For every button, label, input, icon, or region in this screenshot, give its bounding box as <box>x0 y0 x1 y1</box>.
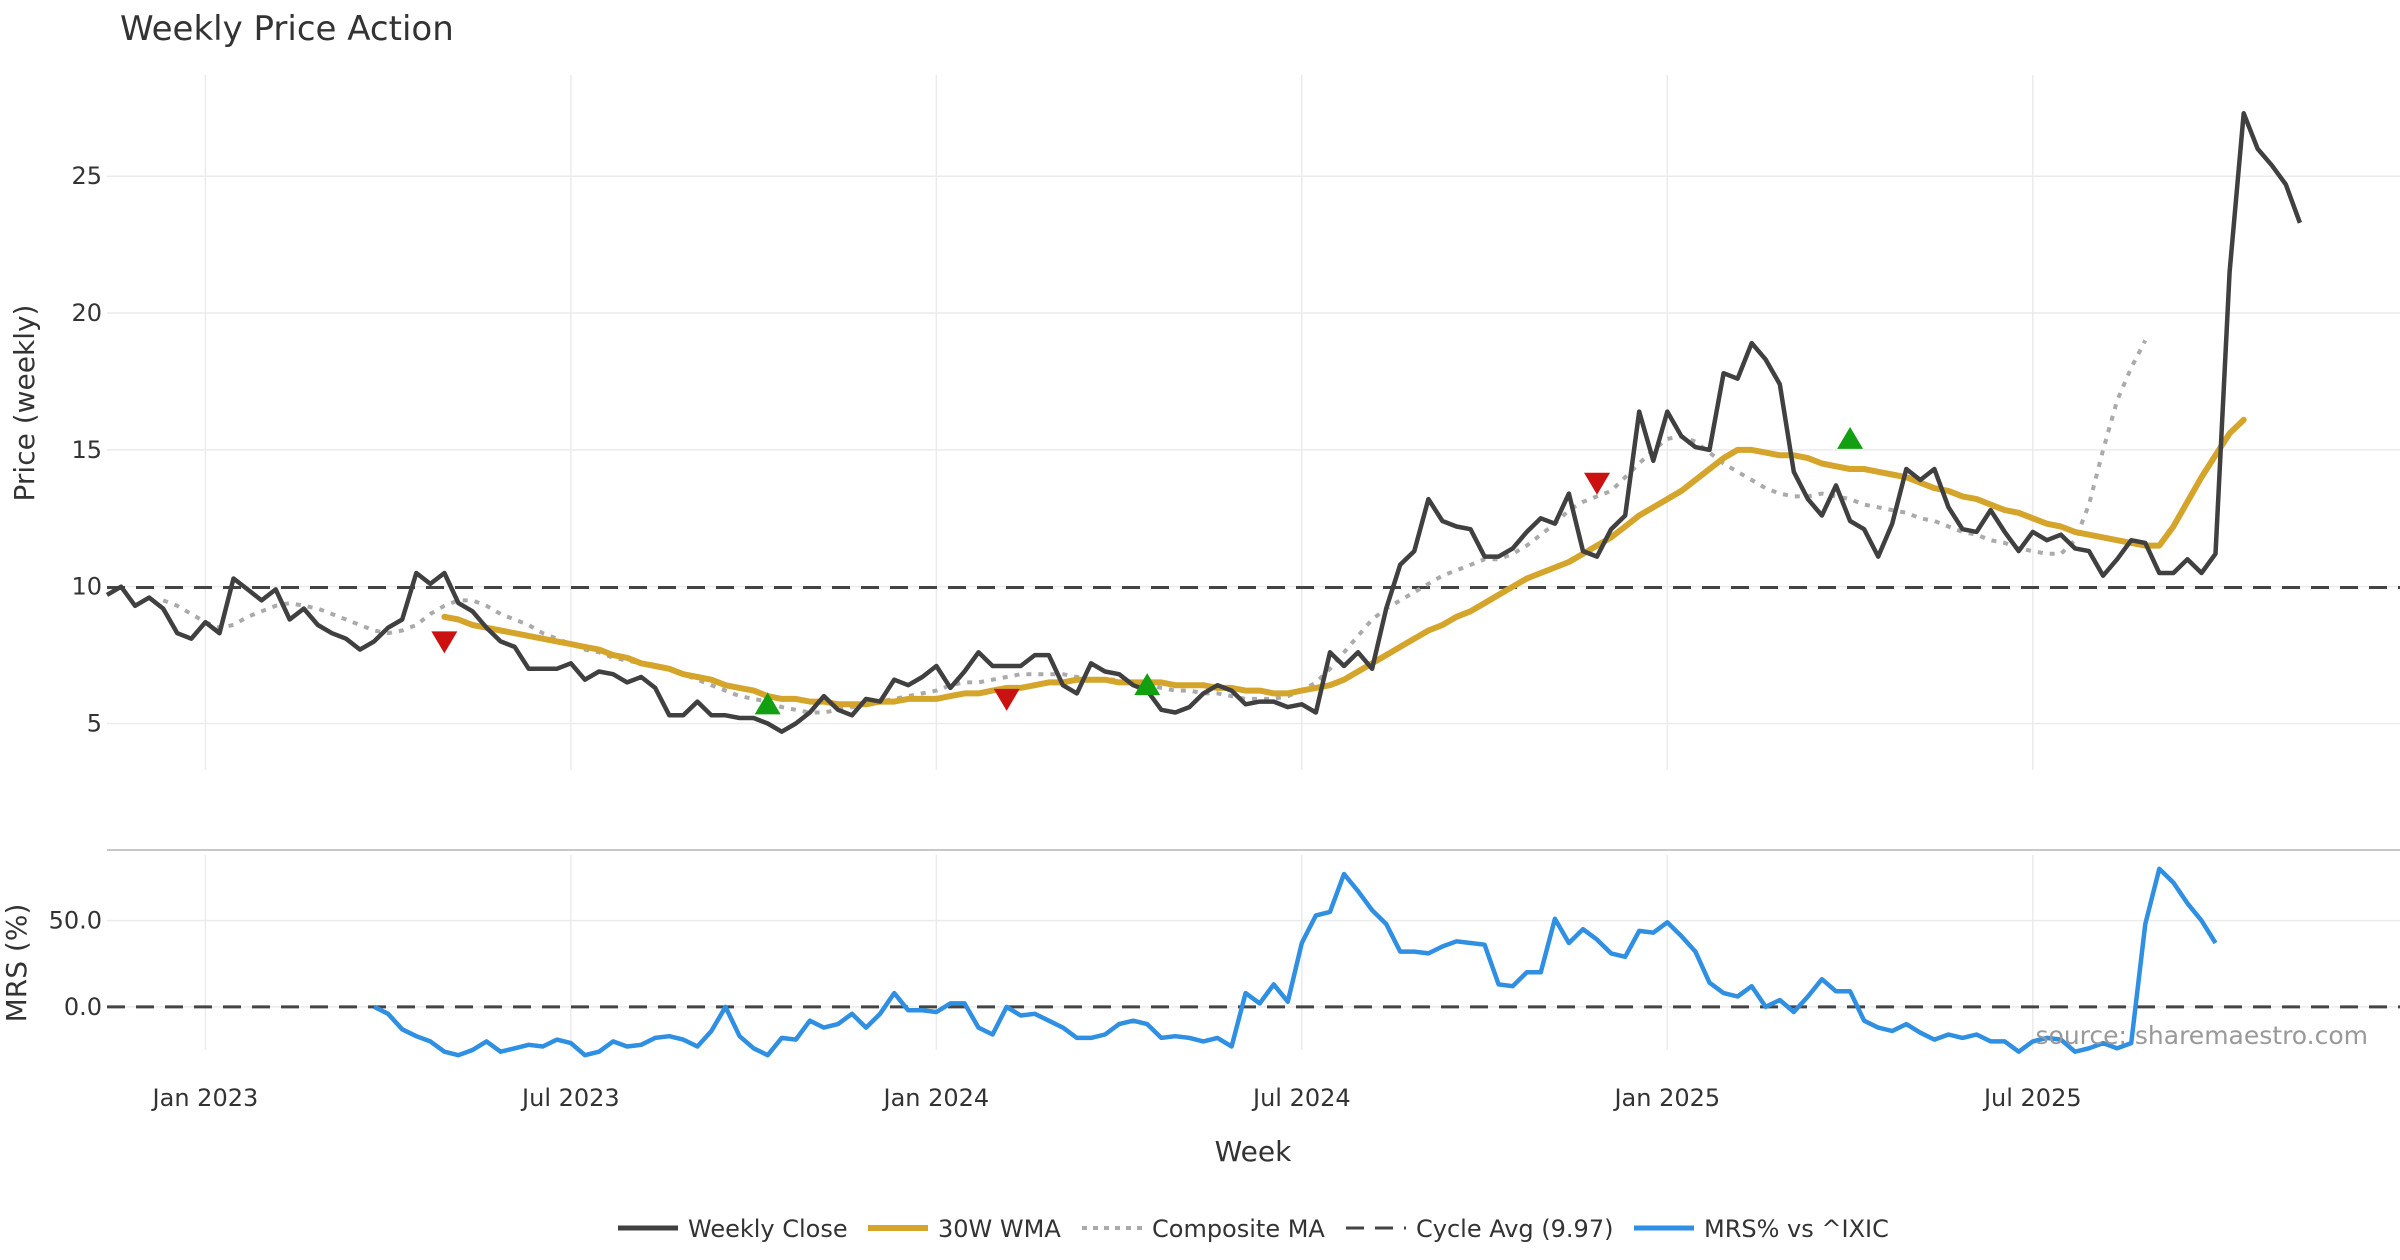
x-tick-label: Jan 2025 <box>1612 1084 1720 1112</box>
price-y-ticks: 5 10 15 20 25 <box>71 162 102 737</box>
sell-signal-marker <box>431 631 458 654</box>
series-layer <box>105 111 2400 1058</box>
x-tick-label: Jan 2024 <box>882 1084 990 1112</box>
chart-title: Weekly Price Action <box>120 9 454 49</box>
mrs-y-ticks: 0.0 50.0 <box>49 907 102 1021</box>
price-y-tick-label: 20 <box>71 299 102 327</box>
x-tick-label: Jul 2023 <box>520 1084 620 1112</box>
legend-item: Composite MA <box>1082 1215 1325 1243</box>
buy-signal-marker <box>1837 426 1864 449</box>
legend-label: Composite MA <box>1152 1215 1325 1243</box>
source-label: source: sharemaestro.com <box>2036 1021 2369 1050</box>
x-tick-label: Jul 2025 <box>1982 1084 2082 1112</box>
sell-signal-marker <box>993 688 1020 711</box>
legend-label: Cycle Avg (9.97) <box>1416 1215 1613 1243</box>
mrs-y-tick-label: 50.0 <box>49 907 102 935</box>
legend-label: MRS% vs ^IXIC <box>1704 1215 1889 1243</box>
price-y-tick-label: 10 <box>71 573 102 601</box>
mrs-y-axis-title: MRS (%) <box>0 904 33 1023</box>
legend-item: Cycle Avg (9.97) <box>1346 1215 1613 1243</box>
legend-label: Weekly Close <box>688 1215 848 1243</box>
price-gridlines <box>107 75 2400 770</box>
legend-label: 30W WMA <box>938 1215 1061 1243</box>
mrs-line <box>373 866 2218 1058</box>
price-y-tick-label: 25 <box>71 162 102 190</box>
buy-signal-marker <box>1134 673 1161 696</box>
legend-item: Weekly Close <box>618 1215 848 1243</box>
signal-markers <box>431 426 1864 715</box>
x-axis-title: Week <box>1215 1135 1292 1168</box>
price-y-tick-label: 15 <box>71 436 102 464</box>
price-y-tick-label: 5 <box>87 709 102 737</box>
buy-signal-marker <box>754 692 781 715</box>
legend-item: 30W WMA <box>868 1215 1061 1243</box>
x-tick-label: Jan 2023 <box>151 1084 259 1112</box>
sell-signal-marker <box>1584 472 1611 495</box>
legend: Weekly Close 30W WMA Composite MA Cycle Avg… <box>618 1215 1889 1243</box>
wma-30w-line <box>441 416 2247 708</box>
legend-item: MRS% vs ^IXIC <box>1634 1215 1889 1243</box>
mrs-y-tick-label: 0.0 <box>64 993 102 1021</box>
weekly-close-line <box>105 111 2303 734</box>
x-ticks: Jan 2023 Jul 2023 Jan 2024 Jul 2024 Jan 2025… <box>151 1084 2082 1112</box>
x-tick-label: Jul 2024 <box>1251 1084 1351 1112</box>
composite-ma-line <box>162 339 2148 715</box>
price-y-axis-title: Price (weekly) <box>8 305 41 502</box>
